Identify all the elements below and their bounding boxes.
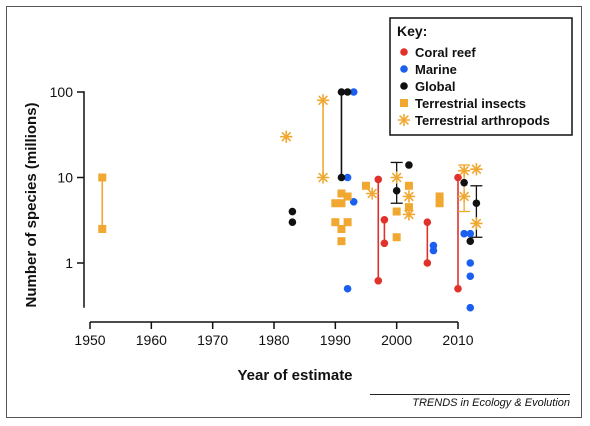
data-point xyxy=(337,224,346,233)
x-tick-label: 2000 xyxy=(381,332,412,348)
data-point xyxy=(337,237,346,246)
data-point xyxy=(400,48,408,56)
data-point xyxy=(405,161,413,169)
data-point xyxy=(457,190,471,203)
data-point xyxy=(331,218,340,227)
data-point xyxy=(454,284,462,293)
data-point xyxy=(466,229,475,238)
data-point xyxy=(400,82,408,90)
data-point xyxy=(400,99,408,107)
data-point xyxy=(402,190,416,203)
data-point xyxy=(457,164,471,178)
data-point xyxy=(343,192,352,201)
data-point xyxy=(402,208,416,221)
x-tick-label: 1990 xyxy=(320,332,351,348)
data-point xyxy=(466,272,475,281)
data-point xyxy=(423,218,432,227)
data-point xyxy=(404,181,413,190)
data-point xyxy=(316,171,330,184)
data-point xyxy=(337,173,346,182)
data-point xyxy=(404,203,413,212)
data-point xyxy=(279,130,293,144)
axes: 1950 1960 1970 1980 1990 2000 2010 1 10 100 xyxy=(50,84,474,348)
data-point xyxy=(470,162,483,176)
data-point xyxy=(466,259,475,267)
x-tick-label: 1950 xyxy=(74,332,105,348)
legend: Key: Coral reef Marine Global Terrestrial i… xyxy=(389,17,573,136)
data-point xyxy=(365,187,379,200)
legend-label: Global xyxy=(415,79,455,94)
data-point xyxy=(472,199,481,208)
data-point xyxy=(98,224,107,233)
data-point xyxy=(374,175,383,184)
data-point xyxy=(466,237,475,245)
source-credit: TRENDS in Ecology & Evolution xyxy=(370,394,570,409)
y-axis-label: Number of species (millions) xyxy=(23,102,40,307)
x-axis-label: Year of estimate xyxy=(237,367,352,384)
y-tick-label: 1 xyxy=(65,255,73,271)
data-point xyxy=(466,303,475,312)
data-point xyxy=(331,199,340,208)
data-points xyxy=(98,88,483,312)
data-point xyxy=(374,276,383,285)
data-point xyxy=(288,218,297,227)
data-point xyxy=(343,284,352,293)
data-point xyxy=(429,246,438,255)
data-point xyxy=(470,217,483,230)
data-point xyxy=(380,216,389,224)
legend-box xyxy=(389,17,573,136)
data-point xyxy=(423,259,432,267)
data-point xyxy=(435,199,444,208)
data-point xyxy=(343,173,352,182)
data-point xyxy=(98,173,107,182)
data-point xyxy=(392,186,401,195)
legend-label: Terrestrial insects xyxy=(415,96,526,111)
data-point xyxy=(392,207,401,216)
data-point xyxy=(337,189,346,198)
data-point xyxy=(460,229,468,238)
x-tick-label: 1970 xyxy=(197,332,228,348)
data-point xyxy=(392,233,401,242)
x-tick-label: 1980 xyxy=(258,332,289,348)
legend-label: Marine xyxy=(415,62,457,77)
data-point xyxy=(349,88,358,96)
data-point xyxy=(435,192,444,201)
data-point xyxy=(380,239,389,248)
data-point xyxy=(390,171,403,184)
y-tick-label: 100 xyxy=(50,84,74,100)
y-tick-label: 10 xyxy=(57,170,73,186)
data-point xyxy=(454,173,462,182)
data-point xyxy=(400,65,408,73)
data-point xyxy=(316,93,330,107)
data-point xyxy=(460,178,468,187)
data-point xyxy=(397,113,411,127)
data-point xyxy=(337,199,346,208)
x-tick-label: 1960 xyxy=(136,332,167,348)
data-point xyxy=(337,88,346,96)
data-point xyxy=(288,207,297,216)
x-tick-label: 2010 xyxy=(442,332,473,348)
data-point xyxy=(343,218,352,227)
data-point xyxy=(349,197,358,206)
data-point xyxy=(362,181,370,190)
legend-label: Coral reef xyxy=(415,45,476,60)
data-point xyxy=(343,88,352,96)
range-lines xyxy=(101,92,483,289)
legend-title: Key: xyxy=(397,23,427,39)
legend-label: Terrestrial arthropods xyxy=(415,113,550,128)
